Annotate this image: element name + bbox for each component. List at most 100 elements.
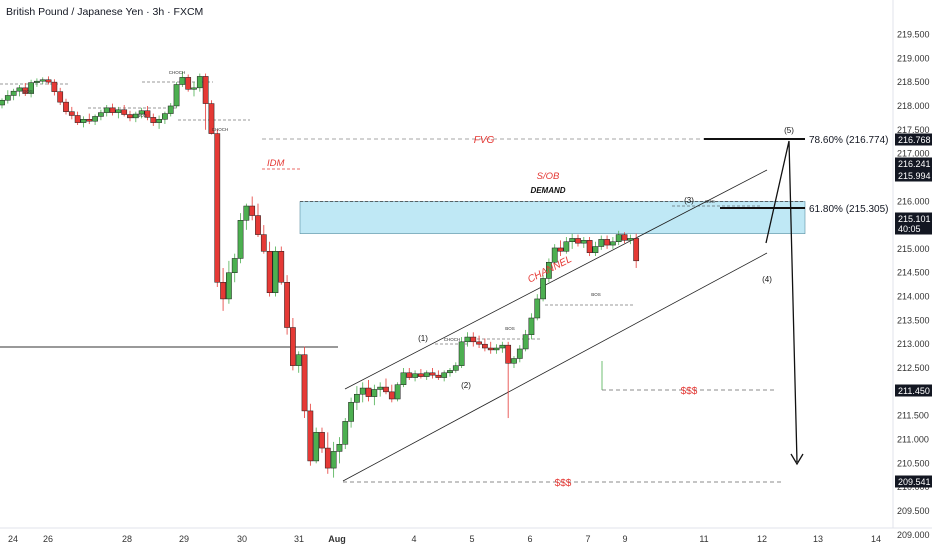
candle-body xyxy=(604,239,610,246)
candle-body xyxy=(551,247,558,263)
candle-43 xyxy=(249,196,256,221)
candle-65 xyxy=(377,382,384,397)
candle-body xyxy=(278,251,285,283)
candle-30 xyxy=(173,82,180,109)
annotations-layer: DEMAND S/OB FVG IDM CHANNEL $$$ $$$ BOS CHOCH BOS… xyxy=(23,70,888,489)
candle-62 xyxy=(359,382,366,403)
candle-33 xyxy=(191,82,197,97)
projection-arrowhead xyxy=(790,453,804,466)
candle-body xyxy=(260,234,267,252)
liquidity-label-1: $$$ xyxy=(681,386,698,397)
candle-body xyxy=(435,374,442,378)
candle-body xyxy=(633,238,640,262)
candle-body xyxy=(499,344,506,349)
fib-label-0: 78.60% (216.774) xyxy=(809,135,889,146)
structure-label-6: BOS xyxy=(591,292,601,297)
candle-body xyxy=(22,87,29,94)
price-badge-label: 215.101 xyxy=(898,214,931,224)
candle-body xyxy=(156,119,162,123)
candle-body xyxy=(28,82,34,94)
candle-94 xyxy=(546,258,552,283)
time-tick-label: 13 xyxy=(813,534,823,544)
candle-body xyxy=(441,372,448,378)
price-badge-label: 211.450 xyxy=(898,386,930,396)
candle-40 xyxy=(231,253,238,283)
candle-body xyxy=(301,354,308,412)
candle-45 xyxy=(260,225,267,254)
time-tick-label: 11 xyxy=(699,534,708,544)
candle-66 xyxy=(383,378,389,395)
candle-41 xyxy=(237,213,244,264)
candle-body xyxy=(458,341,465,366)
structure-label-7: BOS xyxy=(705,199,715,204)
time-tick-label: 6 xyxy=(527,534,532,544)
candle-body xyxy=(324,447,331,469)
candle-body xyxy=(598,239,605,247)
candle-body xyxy=(313,432,320,462)
price-tick-label: 211.000 xyxy=(897,435,929,445)
wave-label-1: (1) xyxy=(418,334,428,343)
price-tick-label: 218.000 xyxy=(897,101,930,111)
candle-body xyxy=(394,384,401,400)
candle-95 xyxy=(551,244,558,265)
idm-label: IDM xyxy=(267,158,285,169)
candle-69 xyxy=(400,368,407,388)
candle-51 xyxy=(295,351,302,373)
drawings-layer xyxy=(0,81,806,483)
price-axis[interactable]: 219.500 219.000 218.500 218.000 217.500 217.0… xyxy=(892,0,930,540)
candle-body xyxy=(109,107,116,113)
candle-64 xyxy=(371,384,378,406)
candle-32 xyxy=(185,74,192,92)
candle-86 xyxy=(499,341,506,353)
candle-98 xyxy=(569,233,576,249)
candle-body xyxy=(307,410,314,462)
candle-39 xyxy=(226,260,232,304)
price-badge-3 xyxy=(895,212,932,235)
price-tick-label: 213.500 xyxy=(897,315,930,325)
time-tick-label: 5 xyxy=(469,534,474,544)
candle-2 xyxy=(10,88,17,101)
candle-body xyxy=(86,119,93,122)
structure-label-3: CHOCH xyxy=(212,127,229,132)
candle-18 xyxy=(103,104,110,117)
candle-17 xyxy=(98,109,104,121)
price-tick-label: 209.500 xyxy=(897,506,930,516)
time-tick-label: 31 xyxy=(294,534,304,544)
time-tick-label: 7 xyxy=(585,534,590,544)
projection-path xyxy=(765,140,798,463)
price-badge-1 xyxy=(895,157,932,170)
candle-55 xyxy=(319,427,325,453)
time-tick-label: 24 xyxy=(8,534,18,544)
candle-97 xyxy=(563,236,570,254)
candle-body xyxy=(103,107,110,113)
time-axis[interactable]: 24 26 28 29 30 31 Aug 4 5 6 7 9 11 12 13 14 xyxy=(0,527,932,544)
candle-29 xyxy=(167,103,174,117)
price-tick-label: 209.000 xyxy=(897,530,930,540)
candle-body xyxy=(406,372,413,378)
price-badge-0 xyxy=(895,133,932,146)
candle-body xyxy=(162,113,168,120)
candle-body xyxy=(342,421,349,445)
candle-60 xyxy=(348,397,354,428)
price-tick-label: 210.500 xyxy=(897,458,930,468)
candle-99 xyxy=(575,234,581,247)
price-tick-label: 218.500 xyxy=(897,77,930,87)
candle-24 xyxy=(138,107,145,119)
candle-body xyxy=(482,343,488,349)
candle-body xyxy=(255,215,261,235)
candle-35 xyxy=(202,73,209,130)
time-tick-label: Aug xyxy=(328,534,346,544)
candles-layer xyxy=(0,71,640,478)
candle-88 xyxy=(511,356,517,369)
candle-body xyxy=(615,234,622,243)
candle-body xyxy=(272,251,279,293)
candle-104 xyxy=(604,235,610,249)
candle-102 xyxy=(592,241,599,257)
candle-7 xyxy=(39,77,46,85)
candle-body xyxy=(68,111,75,116)
candle-body xyxy=(505,344,512,364)
candle-body xyxy=(10,90,17,96)
candle-6 xyxy=(34,78,40,87)
candle-67 xyxy=(388,384,395,403)
